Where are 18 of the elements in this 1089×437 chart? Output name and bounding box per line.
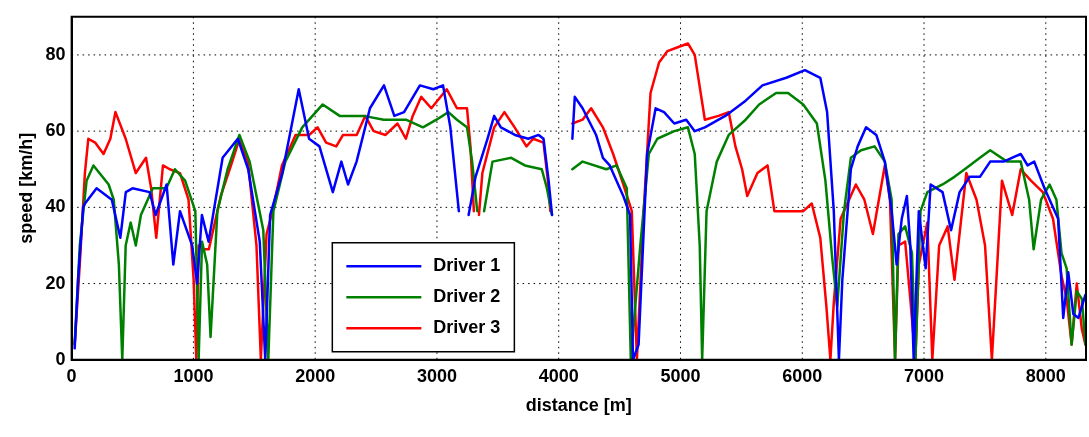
x-axis-title: distance [m] bbox=[525, 395, 632, 416]
y-tick-label: 40 bbox=[45, 196, 66, 217]
x-tick-label: 8000 bbox=[1025, 365, 1066, 386]
y-axis-title: speed [km/h] bbox=[15, 132, 36, 244]
x-tick-label: 3000 bbox=[416, 365, 457, 386]
x-tick-label: 5000 bbox=[660, 365, 701, 386]
x-tick-label: 2000 bbox=[295, 365, 336, 386]
x-tick-label: 7000 bbox=[904, 365, 945, 386]
y-tick-label: 80 bbox=[45, 43, 66, 64]
x-tick-label: 4000 bbox=[538, 365, 579, 386]
y-tick-label: 60 bbox=[45, 120, 66, 141]
y-tick-label: 0 bbox=[55, 348, 66, 369]
x-tick-label: 1000 bbox=[173, 365, 214, 386]
legend-label: Driver 1 bbox=[433, 255, 501, 276]
legend-label: Driver 2 bbox=[433, 286, 501, 307]
legend-label: Driver 3 bbox=[433, 317, 501, 338]
x-tick-label: 6000 bbox=[782, 365, 823, 386]
y-tick-label: 20 bbox=[45, 272, 66, 293]
